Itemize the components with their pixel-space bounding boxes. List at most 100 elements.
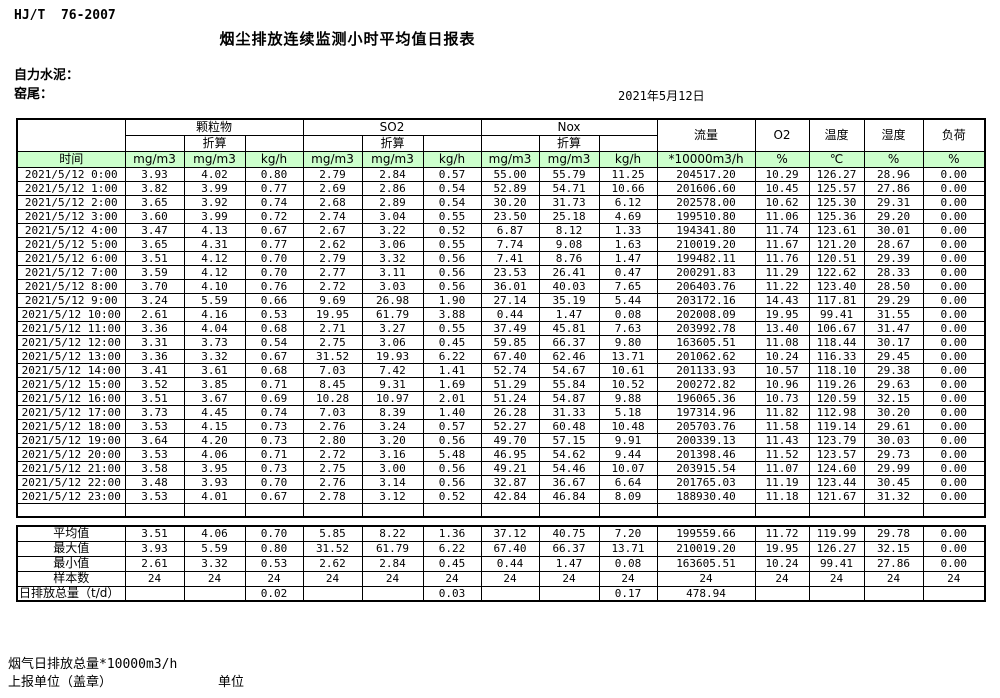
empty-header-cell (480, 134, 540, 152)
table-cell: 124.60 (808, 460, 865, 476)
table-cell: 0.77 (244, 180, 304, 196)
table-cell: 27.14 (480, 292, 540, 308)
col-flow: 流量 (656, 118, 756, 152)
table-cell: 0.44 (480, 306, 540, 322)
unit-cell: ℃ (808, 150, 865, 168)
table-cell: 0.00 (922, 404, 986, 420)
table-cell: 7.63 (598, 320, 658, 336)
table-cell: 200339.13 (656, 432, 756, 448)
table-cell: 25.18 (538, 208, 600, 224)
table-cell: 11.19 (754, 474, 810, 490)
table-cell: 116.33 (808, 348, 865, 364)
table-cell (16, 502, 126, 518)
table-cell: 206403.76 (656, 278, 756, 294)
table-cell: 2021/5/12 15:00 (16, 376, 126, 392)
table-cell: 0.73 (244, 418, 304, 434)
table-cell: 24 (656, 570, 756, 587)
table-cell: 19.95 (302, 306, 363, 322)
table-cell: 5.18 (598, 404, 658, 420)
table-cell: 37.12 (480, 525, 540, 542)
table-cell: 0.80 (244, 540, 304, 557)
col-humidity: 湿度 (863, 118, 924, 152)
table-cell: 0.52 (422, 488, 482, 504)
table-cell: 6.64 (598, 474, 658, 490)
table-cell: 0.00 (922, 194, 986, 210)
table-cell: 3.36 (124, 320, 185, 336)
table-cell: 3.82 (124, 180, 185, 196)
table-cell: 3.51 (124, 525, 185, 542)
table-cell: 2021/5/12 9:00 (16, 292, 126, 308)
table-cell: 8.22 (361, 525, 424, 542)
header-row-converted: 折算 折算 折算 (17, 134, 985, 152)
table-cell: 9.91 (598, 432, 658, 448)
table-cell: 54.71 (538, 180, 600, 196)
table-cell: 11.67 (754, 236, 810, 252)
table-cell: 31.32 (863, 488, 924, 504)
table-cell: 8.12 (538, 222, 600, 238)
data-row: 2021/5/12 9:00 3.24 5.59 0.66 9.69 26.98 1.90 2… (16, 292, 986, 308)
table-cell: 27.86 (863, 555, 924, 572)
table-cell: 10.97 (361, 390, 424, 406)
table-cell: 2021/5/12 12:00 (16, 334, 126, 350)
table-cell: 4.15 (183, 418, 246, 434)
table-cell: 55.84 (538, 376, 600, 392)
table-cell: 478.94 (656, 585, 756, 602)
table-cell: 0.02 (244, 585, 304, 602)
data-row: 2021/5/12 2:00 3.65 3.92 0.74 2.68 2.89 0.54 30… (16, 194, 986, 210)
table-cell: 35.19 (538, 292, 600, 308)
table-cell: 203172.16 (656, 292, 756, 308)
table-cell: 122.62 (808, 264, 865, 280)
table-cell: 28.50 (863, 278, 924, 294)
table-cell: 2.75 (302, 460, 363, 476)
empty-header-cell (598, 134, 658, 152)
table-cell: 0.70 (244, 525, 304, 542)
table-cell: 日排放总量（t/d） (16, 585, 126, 602)
table-cell: 最小值 (16, 555, 126, 572)
unit-cell: mg/m3 (183, 150, 246, 168)
data-rows: 2021/5/12 0:00 3.93 4.02 0.80 2.79 2.84 0.57 55… (16, 166, 986, 518)
table-cell: 10.61 (598, 362, 658, 378)
table-cell: 0.00 (922, 264, 986, 280)
table-cell: 32.15 (863, 390, 924, 406)
table-cell: 2021/5/12 22:00 (16, 474, 126, 490)
table-cell: 28.33 (863, 264, 924, 280)
table-cell: 106.67 (808, 320, 865, 336)
table-cell: 2021/5/12 5:00 (16, 236, 126, 252)
table-cell: 0.55 (422, 208, 482, 224)
summary-row: 样本数 24 24 24 24 24 24 24 24 24 24 24 24 24 24 (16, 570, 986, 587)
table-cell: 46.84 (538, 488, 600, 504)
table-cell: 0.74 (244, 404, 304, 420)
table-cell: 2021/5/12 23:00 (16, 488, 126, 504)
table-cell: 4.06 (183, 525, 246, 542)
table-cell: 27.86 (863, 180, 924, 196)
table-cell: 0.00 (922, 334, 986, 350)
table-cell: 0.56 (422, 264, 482, 280)
table-cell: 10.57 (754, 362, 810, 378)
table-cell: 29.63 (863, 376, 924, 392)
table-cell: 11.07 (754, 460, 810, 476)
table-cell: 1.41 (422, 362, 482, 378)
table-cell: 4.45 (183, 404, 246, 420)
table-cell: 3.36 (124, 348, 185, 364)
table-cell: 0.00 (922, 292, 986, 308)
table-cell: 2021/5/12 8:00 (16, 278, 126, 294)
table-cell: 45.81 (538, 320, 600, 336)
table-cell: 0.80 (244, 166, 304, 182)
table-cell: 31.33 (538, 404, 600, 420)
table-cell: 31.52 (302, 348, 363, 364)
table-cell: 28.96 (863, 166, 924, 182)
station-name: 窑尾： (14, 87, 54, 102)
table-cell: 10.96 (754, 376, 810, 392)
unit-cell: % (754, 150, 810, 168)
table-cell: 52.27 (480, 418, 540, 434)
table-cell: 163605.51 (656, 555, 756, 572)
table-cell: 9.44 (598, 446, 658, 462)
data-row: 2021/5/12 11:00 3.36 4.04 0.68 2.71 3.27 0.55 3… (16, 320, 986, 336)
report-unit-line: 上报单位（盖章） 单位 (8, 671, 408, 690)
table-cell: 0.73 (244, 460, 304, 476)
table-cell: 24 (754, 570, 810, 587)
table-cell: 1.47 (598, 250, 658, 266)
table-cell (808, 502, 865, 518)
data-row: 2021/5/12 1:00 3.82 3.99 0.77 2.69 2.86 0.54 52… (16, 180, 986, 196)
table-cell: 1.47 (538, 306, 600, 322)
